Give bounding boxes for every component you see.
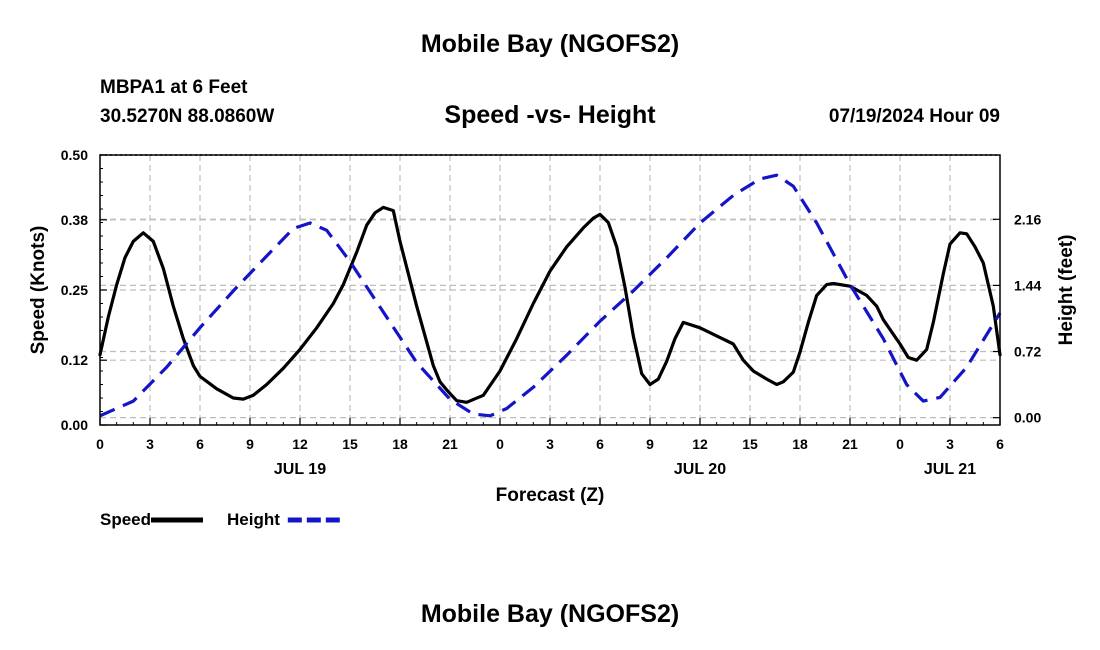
y-tick-label: 0.12	[61, 352, 88, 368]
x-tick-label: 0	[96, 436, 104, 452]
x-tick-label: 3	[146, 436, 154, 452]
y-tick-label: 0.00	[61, 417, 88, 433]
axes: 0 3 6 9 12 15 18 21 0 3 6 9 12 15 18 21 0 3 6 0.00 0.12 0.25 0…	[28, 147, 1077, 506]
series-speed-line	[98, 205, 1002, 404]
forecast-datetime: 07/19/2024 Hour 09	[828, 106, 1000, 127]
y2-tick-label: 1.44	[1014, 277, 1041, 293]
chart-title: Mobile Bay (NGOFS2)	[420, 30, 680, 58]
x-tick-label: 12	[292, 436, 308, 452]
x-tick-label: 9	[646, 436, 654, 452]
x-tick-label: 18	[392, 436, 408, 452]
y-tick-label: 0.25	[61, 282, 88, 298]
x-tick-label: 15	[342, 436, 358, 452]
y2-axis-title: Height (feet)	[1056, 235, 1077, 346]
x-tick-label: 6	[196, 436, 204, 452]
legend-label-speed: Speed	[100, 510, 151, 529]
footer-title: Mobile Bay (NGOFS2)	[420, 600, 680, 628]
day-label: JUL 21	[924, 461, 976, 478]
y-axis-title: Speed (Knots)	[28, 226, 49, 355]
chart-subtitle: Speed -vs- Height	[444, 101, 656, 129]
series-layer	[98, 173, 1002, 418]
day-label: JUL 19	[274, 461, 326, 478]
x-tick-label: 3	[946, 436, 954, 452]
y2-tick-label: 2.16	[1014, 211, 1041, 227]
legend-label-height: Height	[227, 510, 280, 529]
x-tick-label: 15	[742, 436, 758, 452]
grid	[100, 155, 1000, 425]
station-coordinates: 30.5270N 88.0860W	[100, 106, 275, 127]
x-tick-label: 6	[596, 436, 604, 452]
x-tick-label: 21	[442, 436, 458, 452]
day-label: JUL 20	[674, 461, 726, 478]
x-tick-label: 0	[496, 436, 504, 452]
x-tick-label: 0	[896, 436, 904, 452]
x-tick-label: 3	[546, 436, 554, 452]
series-height-line	[99, 173, 1002, 418]
y2-tick-label: 0.72	[1014, 344, 1041, 360]
x-tick-label: 21	[842, 436, 858, 452]
x-axis-title: Forecast (Z)	[496, 485, 605, 506]
y-tick-label: 0.50	[61, 147, 88, 163]
station-label: MBPA1 at 6 Feet	[100, 77, 248, 98]
y2-tick-label: 0.00	[1014, 410, 1041, 426]
x-tick-label: 18	[792, 436, 808, 452]
legend: Speed Height	[100, 510, 340, 529]
y-tick-label: 0.38	[61, 212, 88, 228]
x-tick-label: 12	[692, 436, 708, 452]
x-tick-label: 9	[246, 436, 254, 452]
x-tick-label: 6	[996, 436, 1004, 452]
